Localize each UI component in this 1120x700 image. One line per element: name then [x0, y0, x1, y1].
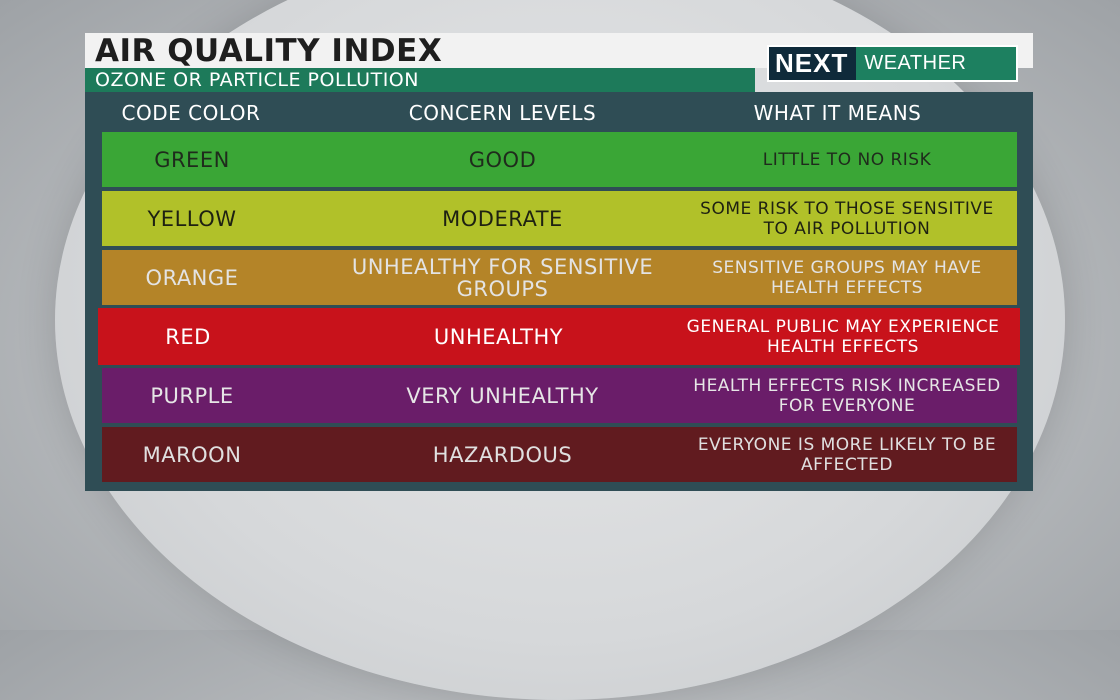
aqi-board: AIR QUALITY INDEX OZONE OR PARTICLE POLL…	[85, 33, 1033, 491]
table-row: GREEN GOOD LITTLE TO NO RISK	[102, 132, 1017, 187]
concern-level-cell: GOOD	[468, 147, 537, 172]
concern-level-cell: MODERATE	[442, 206, 563, 231]
meaning-cell: HEALTH EFFECTS RISK INCREASED FOR EVERYO…	[693, 375, 1001, 416]
code-color-cell: RED	[165, 324, 211, 349]
column-header-code-color: CODE COLOR	[121, 101, 261, 125]
next-weather-logo: NEXT WEATHER	[767, 45, 1018, 82]
meaning-cell: EVERYONE IS MORE LIKELY TO BE AFFECTED	[697, 434, 997, 475]
table-row: RED UNHEALTHY GENERAL PUBLIC MAY EXPERIE…	[98, 308, 1020, 365]
code-color-cell: GREEN	[154, 147, 230, 172]
code-color-cell: ORANGE	[145, 265, 239, 290]
concern-level-cell: HAZARDOUS	[432, 442, 573, 467]
concern-level-cell: VERY UNHEALTHY	[406, 383, 599, 408]
aqi-table: CODE COLOR CONCERN LEVELS WHAT IT MEANS …	[85, 92, 1033, 491]
logo-weather-text: WEATHER	[864, 52, 967, 74]
logo-next-text: NEXT	[769, 47, 857, 80]
meaning-cell: SENSITIVE GROUPS MAY HAVE HEALTH EFFECTS	[712, 257, 982, 298]
code-color-cell: YELLOW	[147, 206, 237, 231]
table-row: ORANGE UNHEALTHY FOR SENSITIVE GROUPS SE…	[102, 250, 1017, 305]
page-title: AIR QUALITY INDEX	[95, 33, 443, 69]
page-subtitle: OZONE OR PARTICLE POLLUTION	[95, 69, 419, 91]
concern-level-cell: UNHEALTHY FOR SENSITIVE GROUPS	[351, 254, 654, 301]
meaning-cell: SOME RISK TO THOSE SENSITIVE TO AIR POLL…	[700, 198, 994, 239]
table-row: YELLOW MODERATE SOME RISK TO THOSE SENSI…	[102, 191, 1017, 246]
column-header-what-it-means: WHAT IT MEANS	[753, 101, 922, 125]
meaning-cell: GENERAL PUBLIC MAY EXPERIENCE HEALTH EFF…	[686, 316, 1000, 357]
code-color-cell: PURPLE	[150, 383, 234, 408]
meaning-cell: LITTLE TO NO RISK	[762, 149, 932, 170]
subtitle-bar: OZONE OR PARTICLE POLLUTION	[85, 68, 755, 92]
table-row: MAROON HAZARDOUS EVERYONE IS MORE LIKELY…	[102, 427, 1017, 482]
table-row: PURPLE VERY UNHEALTHY HEALTH EFFECTS RIS…	[102, 368, 1017, 423]
table-header: CODE COLOR CONCERN LEVELS WHAT IT MEANS	[85, 92, 1033, 130]
concern-level-cell: UNHEALTHY	[433, 324, 564, 349]
column-header-concern-levels: CONCERN LEVELS	[408, 101, 597, 125]
code-color-cell: MAROON	[142, 442, 242, 467]
